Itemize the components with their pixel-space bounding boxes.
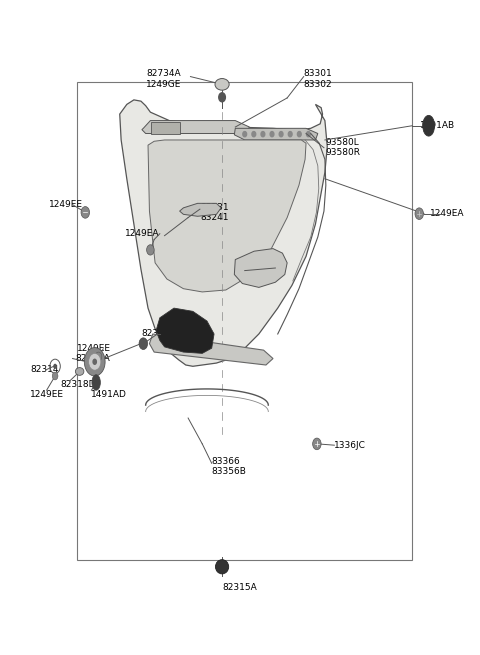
Text: 1249EA: 1249EA — [125, 229, 160, 238]
Circle shape — [95, 352, 102, 361]
Circle shape — [84, 348, 105, 376]
Circle shape — [89, 353, 101, 370]
Circle shape — [219, 93, 226, 102]
Text: 83241: 83241 — [200, 213, 228, 222]
Text: 82315D: 82315D — [141, 329, 177, 339]
Circle shape — [288, 132, 292, 137]
Polygon shape — [234, 249, 287, 288]
Circle shape — [279, 132, 283, 137]
Text: 82313A: 82313A — [75, 354, 109, 363]
Text: 83301: 83301 — [304, 69, 333, 78]
Ellipse shape — [75, 367, 84, 375]
Bar — [77, 82, 412, 560]
Text: 82314: 82314 — [30, 365, 59, 374]
Text: 83231: 83231 — [200, 202, 228, 212]
Polygon shape — [149, 334, 273, 365]
Circle shape — [298, 132, 301, 137]
Circle shape — [81, 206, 90, 218]
Circle shape — [415, 208, 423, 219]
Circle shape — [270, 132, 274, 137]
Text: 83356B: 83356B — [212, 467, 247, 476]
Text: 82734A: 82734A — [146, 69, 181, 78]
Circle shape — [252, 132, 256, 137]
Ellipse shape — [216, 559, 228, 574]
Circle shape — [243, 132, 247, 137]
Polygon shape — [180, 203, 221, 216]
Text: 82318D: 82318D — [61, 380, 96, 389]
Text: 1336JC: 1336JC — [335, 441, 366, 450]
Text: 83302: 83302 — [304, 80, 332, 89]
Bar — [151, 122, 180, 134]
Text: 1491AD: 1491AD — [91, 390, 127, 399]
Polygon shape — [142, 121, 250, 135]
Text: 1249GE: 1249GE — [145, 80, 181, 89]
Text: 1249EA: 1249EA — [430, 209, 464, 218]
Circle shape — [261, 132, 265, 137]
Polygon shape — [148, 140, 306, 292]
Circle shape — [52, 372, 58, 380]
Ellipse shape — [423, 115, 434, 136]
Text: 1249EE: 1249EE — [77, 345, 111, 353]
Text: 1249EE: 1249EE — [30, 390, 64, 399]
Polygon shape — [234, 128, 318, 140]
Circle shape — [92, 358, 97, 365]
Circle shape — [139, 338, 147, 350]
Polygon shape — [156, 308, 214, 353]
Circle shape — [146, 245, 154, 255]
Ellipse shape — [215, 79, 229, 90]
Text: 1491AB: 1491AB — [420, 121, 455, 130]
Text: 93580R: 93580R — [325, 149, 360, 157]
Circle shape — [53, 364, 57, 369]
Circle shape — [312, 438, 321, 450]
Text: 82315A: 82315A — [223, 583, 257, 592]
Text: 1249EE: 1249EE — [49, 200, 83, 209]
Circle shape — [307, 132, 310, 137]
Text: 83366: 83366 — [212, 457, 240, 466]
Ellipse shape — [92, 375, 100, 390]
Text: 93580L: 93580L — [325, 138, 359, 147]
Polygon shape — [120, 100, 327, 366]
